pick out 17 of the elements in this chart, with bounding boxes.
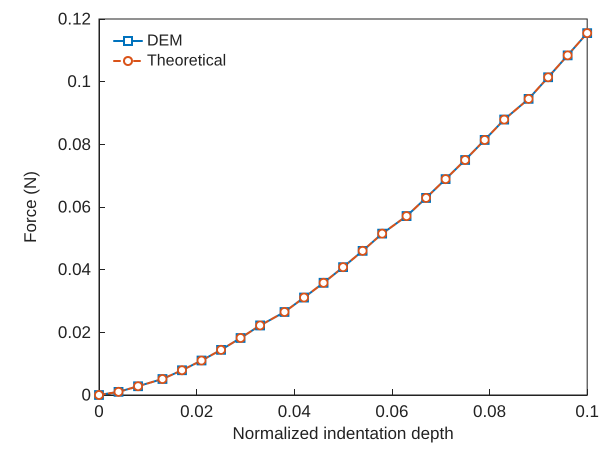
x-tick-label: 0.04 bbox=[278, 402, 311, 421]
x-tick-label: 0.06 bbox=[375, 402, 408, 421]
x-tick-label: 0.02 bbox=[180, 402, 214, 421]
y-tick-label: 0.1 bbox=[67, 72, 91, 92]
y-tick-label: 0 bbox=[82, 386, 91, 404]
legend-label: DEM bbox=[147, 32, 183, 50]
x-tick-label: 0.1 bbox=[575, 402, 600, 421]
y-tick-label: 0.12 bbox=[58, 10, 91, 28]
y-tick-label: 0.06 bbox=[58, 198, 91, 216]
legend-label: Theoretical bbox=[147, 52, 226, 70]
x-tick-label: 0 bbox=[94, 402, 104, 421]
y-tick-label: 0.04 bbox=[58, 260, 91, 280]
y-tick-label: 0.02 bbox=[58, 322, 91, 342]
x-tick-label: 0.08 bbox=[473, 402, 506, 421]
y-tick-label: 0.08 bbox=[58, 134, 91, 154]
x-axis-title: Normalized indentation depth bbox=[232, 424, 454, 443]
y-axis-title: Force (N) bbox=[21, 171, 40, 243]
